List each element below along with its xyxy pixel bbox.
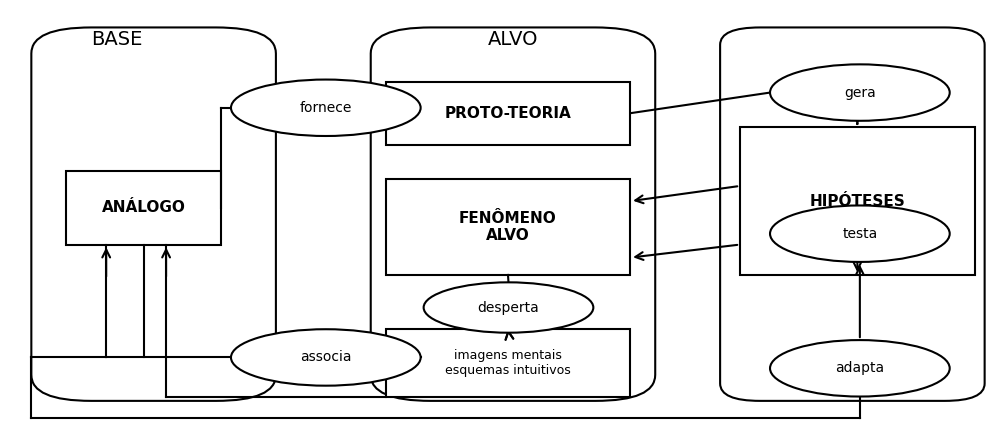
FancyBboxPatch shape	[370, 28, 656, 401]
Ellipse shape	[770, 64, 950, 121]
Text: associa: associa	[300, 350, 351, 364]
Bar	[740, 127, 975, 275]
Text: imagens mentais
esquemas intuitivos: imagens mentais esquemas intuitivos	[445, 349, 571, 377]
Text: ALVO: ALVO	[488, 30, 539, 49]
Bar	[66, 171, 221, 245]
Text: adapta: adapta	[835, 361, 885, 375]
FancyBboxPatch shape	[720, 28, 985, 401]
Text: PROTO-TEORIA: PROTO-TEORIA	[444, 106, 572, 121]
FancyBboxPatch shape	[31, 28, 276, 401]
Text: desperta: desperta	[477, 301, 540, 315]
Text: gera: gera	[844, 86, 876, 100]
Text: FENÔMENO
ALVO: FENÔMENO ALVO	[459, 211, 557, 243]
Text: fornece: fornece	[299, 101, 352, 115]
Ellipse shape	[231, 329, 420, 386]
Bar	[385, 329, 631, 396]
Ellipse shape	[770, 205, 950, 262]
Ellipse shape	[423, 282, 594, 333]
Text: testa: testa	[842, 227, 878, 241]
Text: BASE: BASE	[91, 30, 142, 49]
Text: HIPÓTESES: HIPÓTESES	[810, 194, 905, 208]
Text: ANÁLOGO: ANÁLOGO	[102, 200, 185, 215]
Bar	[385, 82, 631, 145]
Ellipse shape	[770, 340, 950, 396]
Ellipse shape	[231, 80, 420, 136]
Bar	[385, 180, 631, 275]
